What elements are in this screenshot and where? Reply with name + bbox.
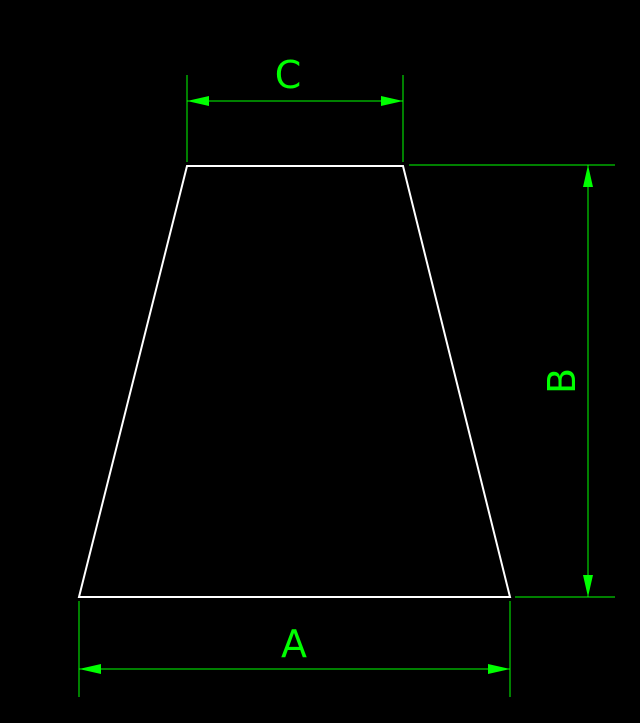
dimension-c xyxy=(186,75,404,162)
dimension-c-label: C xyxy=(275,53,302,97)
dimension-b xyxy=(409,164,615,598)
dimension-b-label: B xyxy=(540,368,584,394)
dimension-a-label: A xyxy=(281,622,307,666)
trapezoid-outline xyxy=(77,165,512,598)
dimension-a xyxy=(78,601,511,697)
